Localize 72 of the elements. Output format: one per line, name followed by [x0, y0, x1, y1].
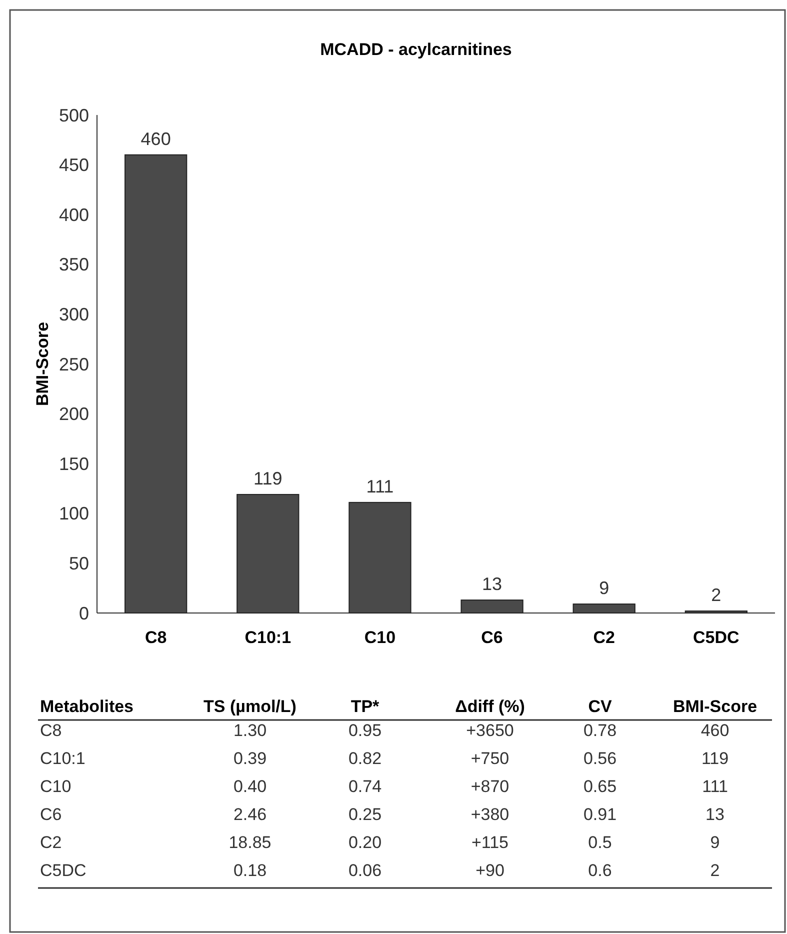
text: 2	[710, 861, 720, 880]
chart-title: MCADD - acylcarnitines	[320, 40, 512, 59]
bar	[572, 604, 636, 614]
text: 0.91	[583, 805, 617, 824]
text: 0.56	[583, 749, 617, 768]
text: +870	[470, 777, 510, 796]
text: 460	[700, 721, 730, 740]
y-tick-label: 300	[58, 304, 89, 324]
data-label: 9	[599, 578, 610, 598]
y-axis-title: BMI-Score	[33, 322, 52, 406]
text: C10	[40, 777, 72, 796]
y-tick-label: 450	[58, 155, 89, 176]
x-tick-label: C10	[364, 628, 396, 647]
text: 0.18	[233, 861, 267, 880]
text: +3650	[466, 721, 514, 740]
y-tick-label: 500	[58, 105, 89, 126]
data-label: 119	[254, 468, 282, 488]
text: +115	[471, 833, 509, 852]
text: 9	[710, 833, 720, 852]
text: C6	[40, 805, 62, 824]
bar	[460, 600, 524, 614]
category-label: Δdiff (%)	[455, 697, 525, 716]
y-tick-label: 250	[58, 354, 89, 374]
y-tick-label: 350	[58, 254, 89, 275]
x-tick-label: C5DC	[693, 628, 740, 647]
text: +90	[476, 861, 504, 880]
text: 0.65	[583, 777, 617, 796]
bar	[124, 154, 188, 614]
x-tick-label: C6	[481, 628, 503, 647]
y-tick-label: 0	[78, 603, 89, 624]
x-tick-label: C10:1	[244, 628, 292, 647]
y-tick-label: 200	[58, 404, 89, 424]
category-label: TS (µmol/L)	[204, 697, 296, 716]
data-label: 111	[366, 476, 394, 496]
x-tick-label: C8	[144, 628, 167, 647]
text: 1.30	[233, 721, 267, 740]
text: +380	[470, 805, 510, 824]
y-tick-label: 100	[58, 504, 89, 524]
category-label: Metabolites	[40, 697, 134, 716]
x-tick-label: C2	[593, 628, 615, 647]
text: 0.40	[233, 777, 267, 796]
data-label: 13	[482, 574, 502, 594]
bar	[236, 494, 300, 614]
y-tick-label: 400	[58, 204, 89, 225]
text: 2.46	[233, 805, 267, 824]
text: 0.39	[233, 749, 267, 768]
bar	[348, 502, 412, 614]
data-label: 2	[711, 585, 722, 606]
text: 0.06	[348, 861, 382, 880]
text: 0.74	[348, 777, 382, 796]
text: C8	[40, 721, 62, 740]
category-label: CV	[588, 697, 612, 716]
text: 13	[706, 805, 724, 824]
text: +750	[470, 749, 510, 768]
text: C10:1	[40, 749, 86, 768]
text: C5DC	[40, 861, 86, 880]
text: 18.85	[228, 833, 272, 852]
text: 119	[701, 749, 729, 768]
text: C2	[40, 833, 62, 852]
data-label: 460	[140, 128, 171, 149]
text: 0.78	[583, 721, 617, 740]
category-label: TP*	[350, 697, 380, 716]
text: 111	[702, 777, 728, 796]
y-tick-label: 50	[68, 554, 89, 574]
text: 0.25	[348, 805, 382, 824]
text: 0.20	[348, 833, 382, 852]
text: 0.95	[348, 721, 382, 740]
text: 0.82	[348, 749, 382, 768]
text: 0.6	[588, 861, 612, 880]
y-tick-label: 150	[58, 454, 89, 474]
text: 0.5	[588, 833, 612, 852]
category-label: BMI-Score	[672, 697, 758, 716]
